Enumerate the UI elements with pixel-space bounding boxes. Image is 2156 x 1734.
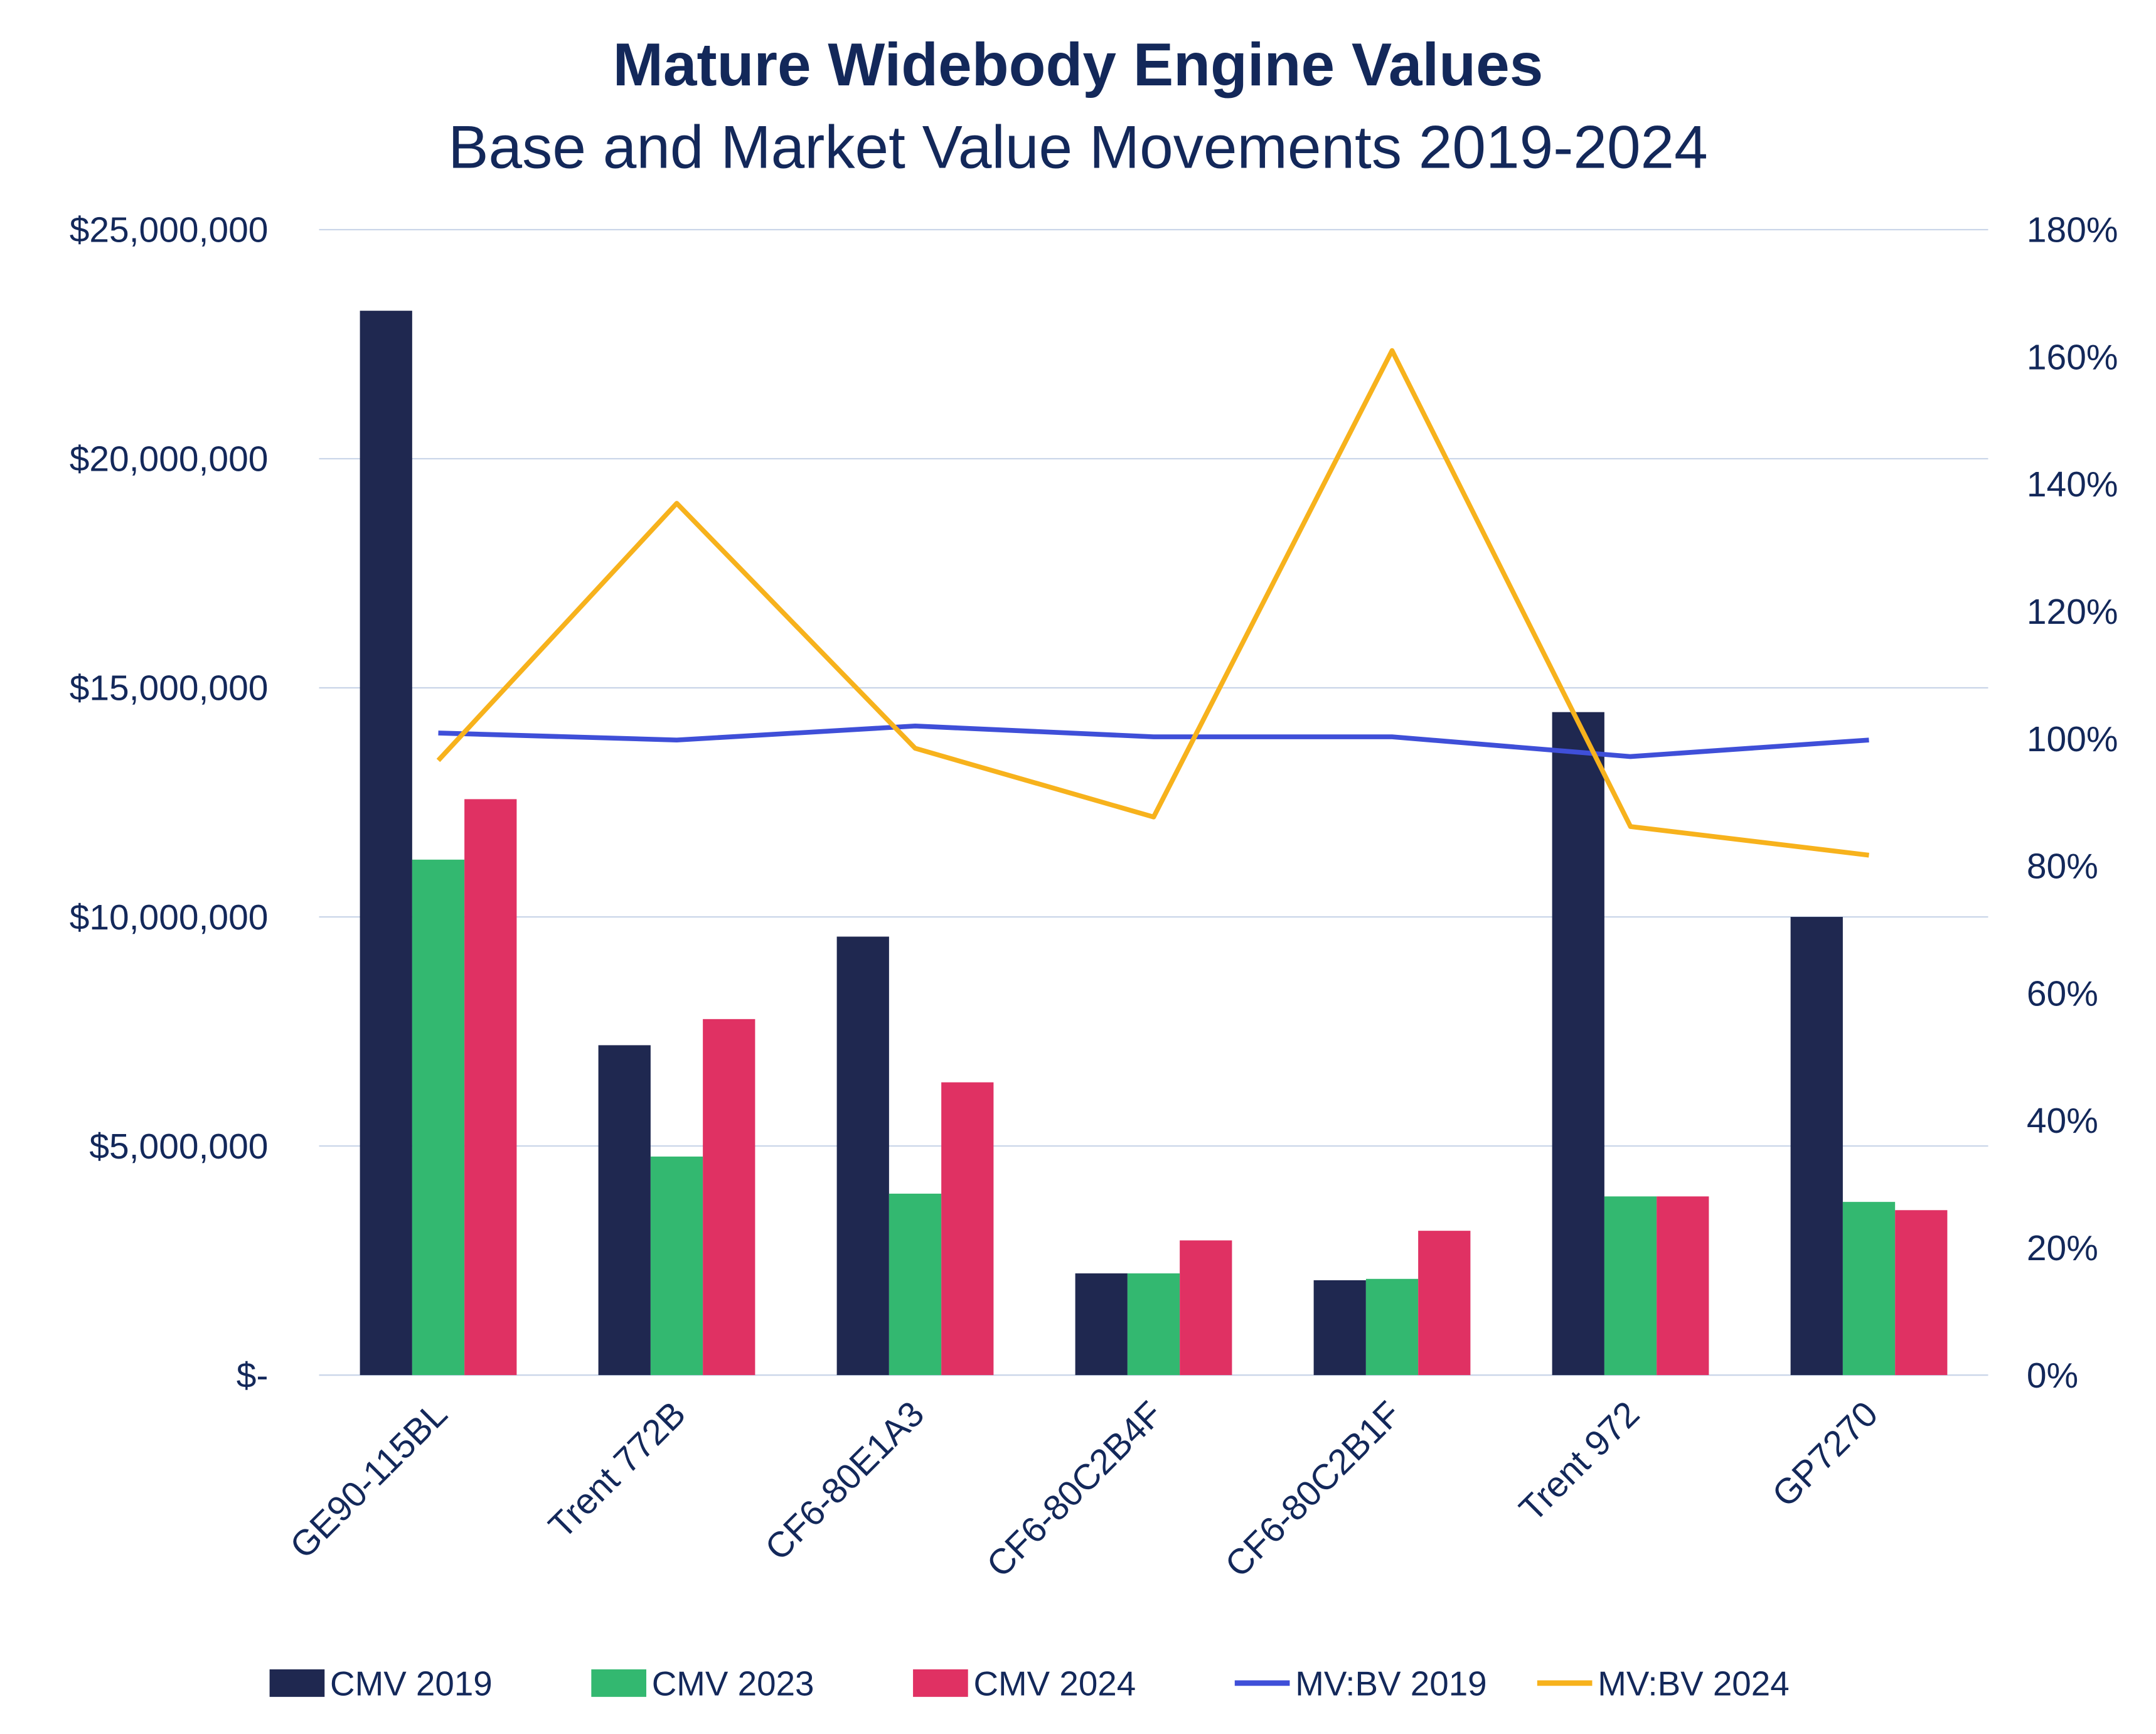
x-axis-ticks: GE90-115BL Trent 772B CF6-80E1A3 CF6-80C2B4… [282, 1394, 1886, 1585]
line-mv-bv-2019 [438, 724, 1869, 759]
right-tick-label: 80% [2027, 847, 2098, 887]
bar-cmv-2019 [1075, 1273, 1128, 1376]
gridlines [319, 228, 1988, 1376]
legend-label: CMV 2024 [973, 1664, 1136, 1703]
legend: CMV 2019 CMV 2023 CMV 2024 MV:BV 2019 MV:BV … [269, 1664, 1790, 1703]
bar-cmv-2024 [941, 1082, 994, 1376]
bar-cmv-2024 [464, 799, 517, 1376]
x-tick-label: CF6-80E1A3 [757, 1394, 932, 1568]
right-tick-label: 40% [2027, 1101, 2098, 1141]
right-tick-label: 100% [2027, 719, 2118, 759]
right-axis-ticks: 0% 20% 40% 60% 80% 100% 120% 140% 160% 180% [2027, 210, 2118, 1396]
chart-title: Mature Widebody Engine Values [613, 31, 1544, 99]
right-tick-label: 20% [2027, 1228, 2098, 1268]
bar-cmv-2024 [1895, 1210, 1948, 1376]
bar-cmv-2024 [1418, 1231, 1471, 1376]
bar-cmv-2023 [1365, 1278, 1419, 1376]
line-mv-bv-2024 [436, 348, 1869, 858]
left-axis-ticks: $- $5,000,000 $10,000,000 $15,000,000 $20,00… [70, 210, 269, 1396]
left-tick-label: $25,000,000 [70, 210, 269, 250]
bar-cmv-2024 [1180, 1240, 1232, 1376]
left-tick-label: $- [237, 1356, 269, 1396]
right-tick-label: 120% [2027, 592, 2118, 632]
bar-cmv-2023 [412, 859, 465, 1376]
x-tick-label: CF6-80C2B4F [979, 1394, 1170, 1585]
right-tick-label: 180% [2027, 210, 2118, 250]
lines [436, 348, 1869, 858]
left-tick-label: $20,000,000 [70, 439, 269, 479]
x-tick-label: CF6-80C2B1F [1217, 1394, 1409, 1585]
legend-swatch [269, 1669, 325, 1697]
bar-cmv-2019 [836, 936, 889, 1376]
bar-cmv-2019 [598, 1045, 651, 1376]
x-tick-label: Trent 772B [541, 1394, 693, 1546]
right-tick-label: 160% [2027, 337, 2118, 377]
bar-cmv-2023 [1604, 1196, 1657, 1376]
bar-cmv-2019 [1313, 1280, 1366, 1376]
bar-cmv-2023 [889, 1194, 942, 1376]
legend-label: MV:BV 2019 [1295, 1664, 1486, 1703]
bar-cmv-2024 [1657, 1196, 1709, 1376]
left-tick-label: $15,000,000 [70, 668, 269, 709]
bars [360, 311, 1948, 1376]
legend-swatch [913, 1669, 968, 1697]
x-tick-label: GE90-115BL [282, 1394, 455, 1566]
legend-label: CMV 2019 [330, 1664, 493, 1703]
bar-cmv-2023 [1842, 1202, 1896, 1376]
legend-label: MV:BV 2024 [1598, 1664, 1789, 1703]
bar-cmv-2023 [1127, 1273, 1180, 1376]
left-tick-label: $5,000,000 [89, 1127, 268, 1167]
right-tick-label: 60% [2027, 973, 2098, 1014]
bar-cmv-2019 [360, 311, 412, 1376]
bar-cmv-2019 [1790, 917, 1843, 1376]
bar-cmv-2019 [1552, 712, 1604, 1376]
right-tick-label: 0% [2027, 1356, 2078, 1396]
bar-cmv-2023 [650, 1156, 703, 1376]
right-tick-label: 140% [2027, 464, 2118, 505]
x-tick-label: GP7270 [1764, 1394, 1886, 1515]
left-tick-label: $10,000,000 [70, 897, 269, 938]
chart-subtitle: Base and Market Value Movements 2019-202… [448, 114, 1708, 181]
legend-swatch [591, 1669, 646, 1697]
x-tick-label: Trent 972 [1512, 1394, 1647, 1529]
bar-cmv-2024 [703, 1019, 755, 1376]
legend-label: CMV 2023 [652, 1664, 814, 1703]
